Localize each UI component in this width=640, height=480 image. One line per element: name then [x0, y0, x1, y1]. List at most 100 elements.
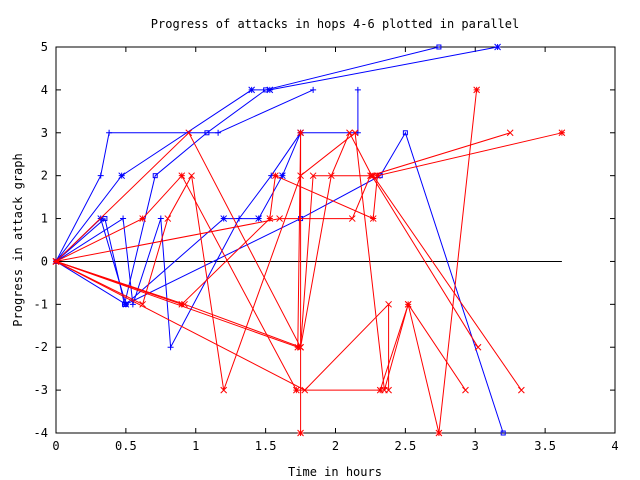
- x-tick-label: 2.5: [395, 439, 417, 453]
- y-tick-label: -1: [34, 297, 48, 311]
- star-marker: [376, 386, 384, 394]
- y-axis-label: Progress in attack graph: [11, 153, 25, 326]
- cross-marker: [309, 172, 317, 180]
- star-marker: [266, 215, 274, 222]
- star-marker: [266, 86, 274, 94]
- cross-marker: [185, 129, 193, 137]
- series-13: [52, 129, 514, 265]
- plus-marker: [167, 344, 174, 351]
- cross-marker: [474, 343, 482, 351]
- x-axis-label: Time in hours: [288, 465, 382, 479]
- cross-marker: [367, 172, 374, 180]
- star-marker: [294, 343, 302, 351]
- cross-marker: [301, 386, 309, 394]
- cross-marker: [506, 129, 514, 137]
- x-tick-label: 1.5: [255, 439, 277, 453]
- star-marker: [473, 86, 481, 94]
- x-tick-label: 0.5: [115, 439, 137, 453]
- cross-marker: [462, 386, 469, 394]
- star-marker: [374, 172, 381, 180]
- star-marker: [255, 215, 262, 222]
- cross-marker: [348, 215, 356, 222]
- plus-marker: [310, 86, 317, 93]
- cross-marker: [139, 300, 146, 308]
- cross-marker: [327, 172, 335, 180]
- star-marker: [369, 215, 377, 222]
- series-line: [55, 132, 511, 262]
- cross-marker: [220, 386, 228, 394]
- series-line: [55, 175, 522, 391]
- series-line: [55, 131, 466, 391]
- plus-marker: [129, 301, 136, 308]
- star-marker: [248, 86, 256, 94]
- square-marker: [500, 430, 506, 436]
- square-marker: [204, 130, 210, 136]
- series-3: [52, 43, 501, 265]
- y-tick-label: -3: [34, 383, 48, 397]
- chart-title: Progress of attacks in hops 4-6 plotted …: [151, 17, 519, 31]
- cross-marker: [164, 215, 172, 222]
- series-line: [55, 89, 359, 349]
- star-marker: [558, 129, 566, 137]
- plus-marker: [354, 86, 361, 93]
- x-tick-label: 3.5: [534, 439, 556, 453]
- cross-marker: [188, 172, 195, 180]
- plus-marker: [106, 129, 113, 136]
- series-line: [55, 46, 440, 305]
- series-4: [53, 44, 442, 307]
- star-marker: [220, 215, 228, 222]
- x-tick-label: 1: [192, 439, 199, 453]
- series-8: [52, 172, 525, 394]
- series-group: [52, 43, 566, 437]
- star-marker: [118, 172, 126, 180]
- star-marker: [435, 429, 443, 437]
- star-marker: [297, 429, 304, 437]
- series-line: [55, 132, 302, 433]
- y-tick-label: 5: [41, 40, 48, 54]
- plus-marker: [215, 129, 222, 136]
- axis-ticks: 0 0.5 1 1.5 2 2.5 3 3.5 4 -4 -3 -2 -1 0 1 2 3 4 5: [34, 40, 619, 453]
- square-marker: [263, 87, 269, 93]
- star-marker: [178, 300, 186, 308]
- y-tick-label: 3: [41, 126, 48, 140]
- series-1: [53, 86, 317, 265]
- y-tick-label: -4: [34, 426, 48, 440]
- star-marker: [494, 43, 501, 51]
- star-marker: [297, 129, 304, 137]
- star-marker: [178, 172, 186, 180]
- cross-marker: [385, 386, 392, 394]
- y-tick-label: 1: [41, 212, 48, 226]
- x-tick-label: 4: [611, 439, 618, 453]
- y-tick-label: 0: [41, 254, 48, 268]
- x-tick-label: 3: [472, 439, 479, 453]
- square-marker: [152, 173, 158, 179]
- cross-marker: [518, 386, 525, 394]
- plus-marker: [354, 129, 361, 136]
- series-14: [52, 258, 392, 394]
- square-marker: [436, 44, 442, 50]
- star-marker: [139, 215, 146, 222]
- star-marker: [279, 172, 286, 180]
- y-tick-label: 2: [41, 169, 48, 183]
- series-line: [55, 46, 498, 262]
- y-tick-label: -2: [34, 340, 48, 354]
- star-marker: [122, 300, 130, 308]
- series-line: [55, 131, 479, 349]
- series-line: [55, 260, 390, 391]
- x-tick-label: 0: [52, 439, 59, 453]
- series-line: [55, 131, 504, 434]
- cross-marker: [276, 215, 283, 222]
- plus-marker: [97, 172, 104, 179]
- square-marker: [402, 130, 408, 136]
- cross-marker: [385, 300, 392, 308]
- cross-marker: [346, 129, 353, 137]
- y-tick-label: 4: [41, 83, 48, 97]
- plus-marker: [120, 215, 127, 222]
- x-tick-label: 2: [332, 439, 339, 453]
- cross-marker: [297, 343, 304, 351]
- star-marker: [293, 386, 300, 394]
- plus-marker: [157, 215, 164, 222]
- cross-marker: [52, 258, 60, 265]
